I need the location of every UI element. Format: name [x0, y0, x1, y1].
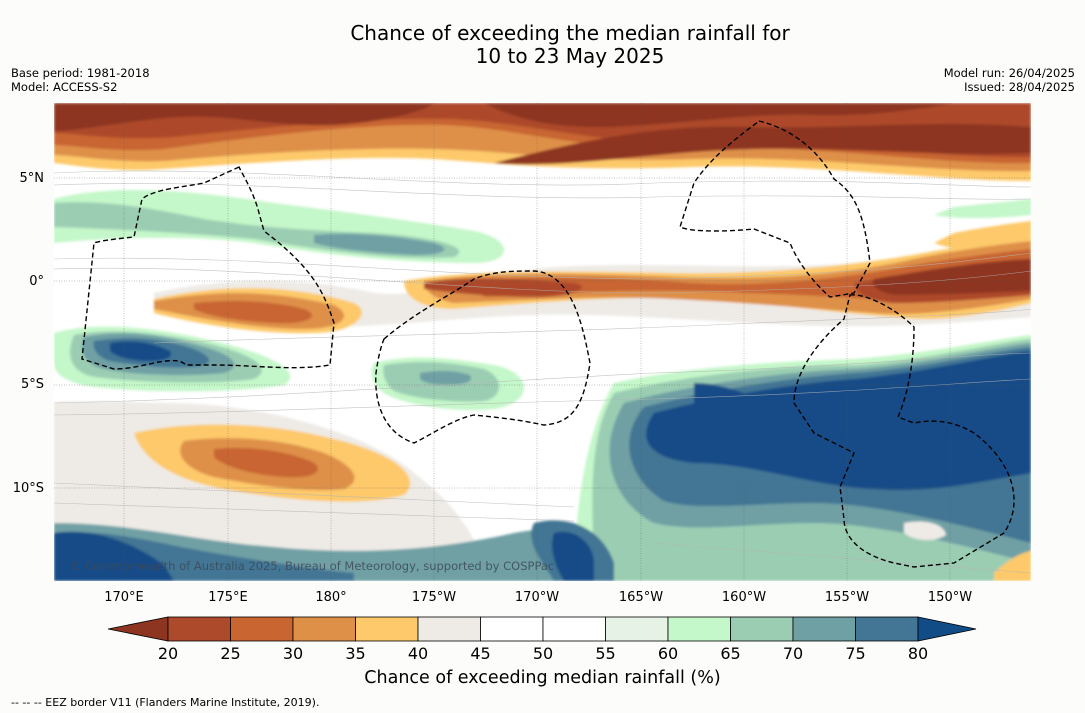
colorbar-lt20-arrow: [107, 616, 169, 642]
model-text: Model: ACCESS-S2: [11, 80, 118, 94]
issued-text: Issued: 28/04/2025: [964, 80, 1075, 94]
colorbar-tick-65: 65: [720, 644, 741, 663]
colorbar-25-30: [230, 616, 294, 642]
cream-patch-2: [904, 521, 946, 541]
copyright-note: © Commonwealth of Australia 2025, Bureau…: [70, 559, 555, 573]
lon-label-155w: 155°W: [824, 590, 870, 605]
north-lt20-band: [54, 103, 434, 131]
colorbar-tick-60: 60: [657, 644, 679, 663]
eez-line-islands: [679, 120, 871, 298]
lon-label-165w: 165°W: [618, 590, 664, 605]
cream-patch-1: [54, 401, 104, 423]
colorbar-tick-50: 50: [532, 644, 554, 663]
north-lt20-top: [484, 103, 954, 128]
colorbar-tick-20: 20: [157, 644, 179, 663]
colorbar-tick-40: 40: [407, 644, 429, 663]
lat-label-5n: 5°N: [19, 171, 45, 186]
colorbar-75-80: [855, 616, 919, 642]
colorbar: [107, 616, 978, 642]
colorbar-tick-30: 30: [282, 644, 304, 663]
graticule: [54, 103, 1031, 581]
lon-label-180: 180°: [315, 590, 347, 605]
equator-c25: [194, 249, 1031, 324]
colorbar-65-70: [730, 616, 794, 642]
model-run-text: Model run: 26/04/2025: [943, 66, 1075, 80]
north-lt20-east: [494, 123, 1031, 165]
eez-tuvalu: [81, 166, 335, 370]
lat-label-5s: 5°S: [20, 377, 44, 392]
sw-gt80: [54, 531, 594, 581]
equator-c20: [424, 263, 1031, 303]
equator-lt20: [872, 259, 1031, 295]
lon-label-175e: 175°E: [208, 590, 248, 605]
rainfall-map: © Commonwealth of Australia 2025, Bureau…: [54, 103, 1031, 581]
colorbar-20-25: [167, 616, 231, 642]
base-period-text: Base period: 1981-2018: [11, 66, 150, 80]
colorbar-tick-45: 45: [470, 644, 491, 663]
colorbar-60-65: [667, 616, 731, 642]
map-canvas: [54, 103, 1031, 581]
colorbar-70-75: [792, 616, 856, 642]
orange-se-corner: [994, 551, 1031, 581]
colorbar-tick-75: 75: [845, 644, 866, 663]
north-blue-patch: [314, 233, 445, 255]
colorbar-55-60: [605, 616, 669, 642]
eez-phoenix: [375, 270, 591, 444]
colorbar-tick-25: 25: [220, 644, 241, 663]
lat-label-10s: 10°S: [12, 481, 44, 496]
lat-label-0: 0°: [29, 274, 44, 289]
colorbar-tick-80: 80: [907, 644, 929, 663]
colorbar-30-35: [292, 616, 356, 642]
eez-borders: [81, 120, 1015, 568]
colorbar-svg: [107, 616, 977, 642]
colorbar-45-50: [480, 616, 544, 642]
meta-left: Base period: 1981-2018 Model: ACCESS-S2: [11, 66, 150, 94]
colorbar-50-55: [542, 616, 606, 642]
north-east-green: [934, 199, 1031, 218]
eez-footnote: -- -- -- EEZ border V11 (Flanders Marine…: [11, 696, 320, 709]
meta-right: Model run: 26/04/2025 Issued: 28/04/2025: [944, 66, 1075, 94]
lon-label-175w: 175°W: [411, 590, 457, 605]
eez-cooks: [793, 294, 1015, 568]
central-blue: [420, 370, 472, 385]
colorbar-tick-55: 55: [595, 644, 616, 663]
map-title: Chance of exceeding the median rainfall …: [0, 22, 1085, 68]
se-gt80: [646, 351, 1031, 490]
colorbar-gt80-arrow: [917, 616, 977, 642]
south-c25: [214, 447, 318, 478]
lon-label-170w: 170°W: [514, 590, 560, 605]
colorbar-tick-70: 70: [782, 644, 804, 663]
title-line-1: Chance of exceeding the median rainfall …: [350, 21, 790, 45]
title-line-2: 10 to 23 May 2025: [475, 44, 665, 68]
lon-label-160w: 160°W: [721, 590, 767, 605]
colorbar-tick-35: 35: [345, 644, 366, 663]
west-gt80: [110, 341, 172, 361]
sw-c75: [54, 520, 614, 581]
colorbar-title: Chance of exceeding median rainfall (%): [364, 668, 721, 688]
probability-fields: [54, 103, 1031, 581]
colorbar-40-45: [417, 616, 481, 642]
colorbar-35-40: [355, 616, 419, 642]
lon-label-170e: 170°E: [104, 590, 144, 605]
lon-label-150w: 150°W: [927, 590, 973, 605]
